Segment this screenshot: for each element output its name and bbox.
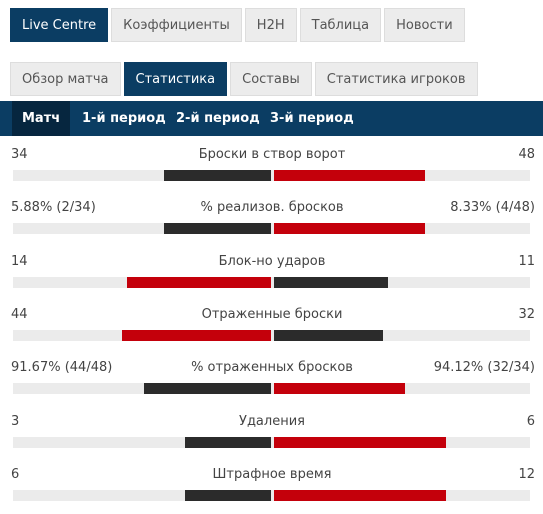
left-value: 3 [11, 413, 20, 429]
right-value: 11 [518, 253, 535, 269]
right-value: 32 [518, 306, 535, 322]
subtab[interactable]: Обзор матча [10, 62, 121, 96]
bar-track [13, 276, 530, 288]
left-value: 44 [11, 306, 28, 322]
stat-name: Штрафное время [212, 466, 332, 482]
right-bar [274, 489, 446, 501]
right-value: 6 [526, 413, 535, 429]
right-bar [274, 276, 388, 288]
period-tab[interactable]: 3-й период [270, 111, 354, 126]
right-value: 12 [518, 466, 535, 482]
bar-track [13, 383, 530, 395]
stat-name: Удаления [239, 413, 305, 429]
subtab[interactable]: Составы [230, 62, 312, 96]
bar-track [13, 329, 530, 341]
right-bar [274, 170, 426, 181]
tab-bar: Live Centre Коэффициенты H2H Таблица Новости [10, 8, 465, 42]
tab[interactable]: Коэффициенты [111, 8, 242, 42]
left-bar [185, 436, 271, 448]
bar-track [13, 170, 530, 181]
stat-name: Отраженные броски [201, 306, 343, 322]
subtab[interactable]: Статистика игроков [314, 62, 478, 96]
left-bar [121, 329, 271, 341]
stat-name: Блок-но ударов [218, 253, 326, 269]
tab[interactable]: Таблица [299, 8, 382, 42]
left-bar [164, 223, 271, 235]
right-bar [274, 383, 405, 395]
left-value: 5.88% (2/34) [11, 200, 96, 216]
left-bar [143, 383, 271, 395]
left-bar [185, 489, 271, 501]
left-bar [164, 170, 271, 181]
left-value: 14 [11, 253, 28, 269]
tab[interactable]: H2H [244, 8, 297, 42]
tab[interactable]: Новости [384, 8, 465, 42]
left-value: 91.67% (44/48) [11, 360, 113, 376]
right-value: 94.12% (32/34) [433, 360, 535, 376]
left-bar [126, 276, 271, 288]
right-bar [274, 223, 426, 235]
left-value: 6 [11, 466, 20, 482]
period-tab[interactable]: Матч [12, 101, 71, 136]
period-tab[interactable]: 1-й период [82, 111, 166, 126]
right-value: 8.33% (4/48) [450, 200, 535, 216]
right-value: 48 [518, 147, 535, 162]
period-tab[interactable]: 2-й период [176, 111, 260, 126]
bar-track [13, 223, 530, 235]
left-value: 34 [11, 147, 28, 162]
bar-track [13, 436, 530, 448]
bar-track [13, 489, 530, 501]
right-bar [274, 436, 446, 448]
stat-name: % отраженных бросков [191, 360, 353, 376]
tab[interactable]: Live Centre [10, 8, 109, 42]
subtab-bar: Обзор матча Статистика Составы Статистика и… [10, 62, 478, 96]
stat-name: Броски в створ ворот [198, 147, 346, 162]
subtab[interactable]: Статистика [123, 62, 228, 96]
period-bar: Матч 1-й период 2-й период 3-й период [0, 101, 543, 136]
stat-name: % реализов. бросков [200, 200, 344, 216]
right-bar [274, 329, 383, 341]
